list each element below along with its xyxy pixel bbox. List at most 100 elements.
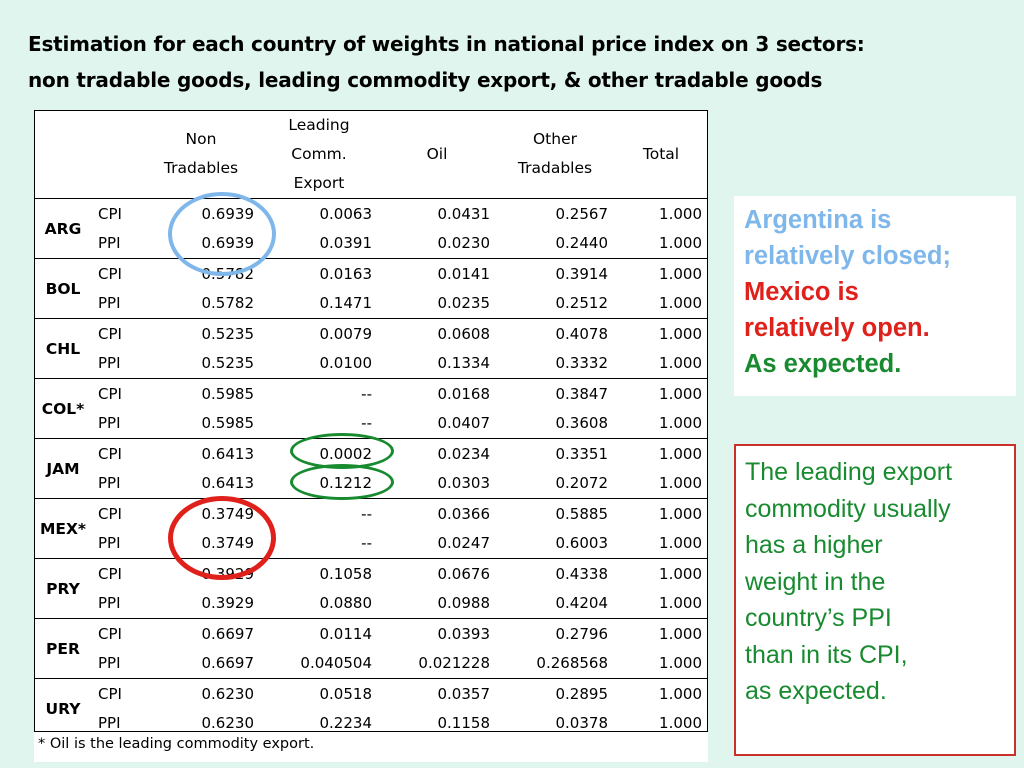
- total-value: 1.000: [659, 354, 702, 373]
- non-tradables-value: 0.6413: [201, 474, 255, 493]
- oil-value: 0.0303: [437, 474, 491, 493]
- commodity-note-line: The leading export: [745, 458, 953, 486]
- commodity-note-line: as expected.: [745, 677, 887, 705]
- non-tradables-value: 0.5235: [201, 354, 255, 373]
- other-tradables-value: 0.2895: [496, 678, 614, 709]
- leading-export-value: 0.2234: [319, 714, 373, 733]
- weights-table: Non Tradables Leading Comm. Export Oil O…: [34, 110, 708, 738]
- weights-table-panel: Non Tradables Leading Comm. Export Oil O…: [34, 110, 708, 762]
- leading-export-value: 0.0880: [319, 594, 373, 613]
- commodity-note: The leading export commodity usually has…: [734, 444, 1016, 756]
- oil-value: 0.0168: [378, 378, 496, 409]
- oil-value: 0.0230: [437, 234, 491, 253]
- table-row: JAM CPI 0.6413 0.0002 0.0234 0.3351 1.000: [34, 438, 708, 499]
- ppi-label: PPI: [98, 654, 121, 673]
- oil-value: 0.0407: [437, 414, 491, 433]
- table-row: ARG CPI 0.6939 0.0063 0.0431 0.2567 1.000: [34, 198, 708, 259]
- other-tradables-value: 0.2072: [555, 474, 609, 493]
- total-value: 1.000: [659, 414, 702, 433]
- note-argentina-l2: relatively closed;: [744, 242, 951, 270]
- table-row: PPI 0.3749 -- 0.0247 0.6003 1.000: [34, 529, 708, 559]
- table-row: PPI 0.3929 0.0880 0.0988 0.4204 1.000: [34, 589, 708, 619]
- leading-export-value: 0.0063: [260, 198, 378, 229]
- total-value: 1.000: [659, 294, 702, 313]
- country-code: CHL: [34, 318, 92, 379]
- non-tradables-value: 0.6939: [142, 198, 260, 229]
- non-tradables-value: 0.5985: [201, 414, 255, 433]
- table-header-row: Non Tradables Leading Comm. Export Oil O…: [34, 110, 708, 199]
- table-row: PPI 0.5782 0.1471 0.0235 0.2512 1.000: [34, 289, 708, 319]
- other-tradables-value: 0.4078: [496, 318, 614, 349]
- cpi-label: CPI: [92, 378, 142, 409]
- other-tradables-value: 0.268568: [536, 654, 608, 673]
- ppi-label: PPI: [98, 594, 121, 613]
- ppi-label: PPI: [98, 294, 121, 313]
- other-tradables-value: 0.3332: [555, 354, 609, 373]
- table-body: ARG CPI 0.6939 0.0063 0.0431 0.2567 1.000 PPI 0.…: [34, 198, 708, 738]
- oil-value: 0.0234: [378, 438, 496, 469]
- ppi-label: PPI: [98, 354, 121, 373]
- note-mexico-l1: Mexico is: [744, 278, 859, 306]
- country-code: PRY: [34, 558, 92, 619]
- total-value: 1.000: [659, 594, 702, 613]
- total-value: 1.000: [614, 498, 708, 529]
- non-tradables-value: 0.6230: [201, 714, 255, 733]
- total-value: 1.000: [614, 258, 708, 289]
- header-other-l1: Other: [532, 130, 577, 148]
- header-leading-l1: Leading: [288, 115, 350, 134]
- header-other-l2: Tradables: [517, 159, 593, 177]
- oil-value: 0.0366: [378, 498, 496, 529]
- header-leading-l2: Comm.: [291, 144, 347, 163]
- table-row: PPI 0.6413 0.1212 0.0303 0.2072 1.000: [34, 469, 708, 499]
- table-row: PPI 0.5985 -- 0.0407 0.3608 1.000: [34, 409, 708, 439]
- header-non-tradables: Non Tradables: [142, 110, 260, 199]
- leading-export-value: 0.0391: [319, 234, 373, 253]
- country-code: URY: [34, 678, 92, 738]
- table-row: PPI 0.5235 0.0100 0.1334 0.3332 1.000: [34, 349, 708, 379]
- leading-export-value: 0.0002: [260, 438, 378, 469]
- non-tradables-value: 0.6413: [142, 438, 260, 469]
- leading-export-value: 0.0163: [260, 258, 378, 289]
- cpi-label: CPI: [92, 438, 142, 469]
- table-row: URY CPI 0.6230 0.0518 0.0357 0.2895 1.000: [34, 678, 708, 738]
- leading-export-value: 0.1471: [319, 294, 373, 313]
- header-oil: Oil: [426, 144, 448, 163]
- header-non-tradables-l2: Tradables: [163, 159, 239, 177]
- commodity-note-line: has a higher: [745, 531, 883, 559]
- total-value: 1.000: [614, 438, 708, 469]
- other-tradables-value: 0.4338: [496, 558, 614, 589]
- non-tradables-value: 0.3929: [142, 558, 260, 589]
- cpi-label: CPI: [92, 618, 142, 649]
- total-value: 1.000: [614, 198, 708, 229]
- table-row: PRY CPI 0.3929 0.1058 0.0676 0.4338 1.000: [34, 558, 708, 619]
- table-row: MEX* CPI 0.3749 -- 0.0366 0.5885 1.000: [34, 498, 708, 559]
- other-tradables-value: 0.3608: [555, 414, 609, 433]
- non-tradables-value: 0.5782: [142, 258, 260, 289]
- cpi-label: CPI: [92, 318, 142, 349]
- leading-export-value: 0.1212: [319, 474, 373, 493]
- table-row: PPI 0.6939 0.0391 0.0230 0.2440 1.000: [34, 229, 708, 259]
- ppi-label: PPI: [98, 234, 121, 253]
- total-value: 1.000: [659, 234, 702, 253]
- total-value: 1.000: [614, 318, 708, 349]
- total-value: 1.000: [614, 378, 708, 409]
- country-code: JAM: [34, 438, 92, 499]
- country-code: ARG: [34, 198, 92, 259]
- non-tradables-value: 0.6697: [142, 618, 260, 649]
- leading-export-value: 0.0079: [260, 318, 378, 349]
- oil-value: 0.021228: [418, 654, 490, 673]
- header-index: [92, 110, 142, 199]
- oil-value: 0.1158: [437, 714, 491, 733]
- other-tradables-value: 0.0378: [555, 714, 609, 733]
- non-tradables-value: 0.3749: [201, 534, 255, 553]
- note-argentina-l1: Argentina is: [744, 206, 892, 234]
- other-tradables-value: 0.2512: [555, 294, 609, 313]
- note-expected: As expected.: [744, 350, 902, 378]
- leading-export-value: 0.1058: [260, 558, 378, 589]
- country-code: BOL: [34, 258, 92, 319]
- cpi-label: CPI: [92, 198, 142, 229]
- header-country: [34, 110, 92, 199]
- cpi-label: CPI: [92, 498, 142, 529]
- other-tradables-value: 0.3847: [496, 378, 614, 409]
- total-value: 1.000: [659, 474, 702, 493]
